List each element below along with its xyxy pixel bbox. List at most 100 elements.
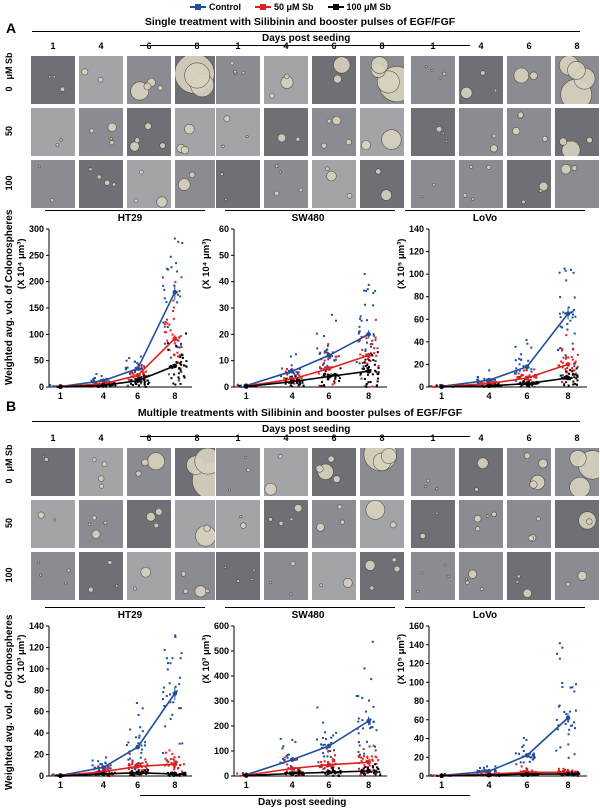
scatter-point [375, 762, 378, 765]
scatter-point [295, 378, 298, 381]
scatter-point [556, 652, 558, 655]
scatter-point [338, 380, 341, 383]
scatter-point [333, 760, 336, 763]
scatter-point [283, 759, 286, 762]
scatter-point [176, 270, 179, 273]
scatter-point [573, 690, 576, 693]
scatter-point [99, 763, 102, 766]
mean-point [565, 362, 571, 367]
scatter-point [49, 384, 52, 387]
scatter-point [163, 297, 166, 300]
scatter-point [516, 376, 519, 378]
scatter-point [564, 312, 567, 315]
scatter-point [535, 374, 538, 377]
scatter-point [526, 342, 529, 345]
scatter-point [177, 355, 179, 358]
scatter-point [141, 730, 144, 733]
day-header: 6 [331, 433, 337, 443]
scatter-point [332, 768, 334, 771]
x-tick-label: 8 [172, 391, 177, 401]
day-header: 1 [50, 41, 56, 51]
scatter-point [169, 329, 172, 332]
micrograph-cell [359, 447, 405, 497]
scatter-point [565, 375, 568, 378]
scatter-point [565, 370, 568, 373]
panel-b-bottom-label: Days post seeding [258, 797, 347, 808]
mean-point [366, 332, 371, 337]
y-tick-label: 100 [29, 329, 44, 339]
scatter-point [138, 384, 140, 387]
micrograph-cell [215, 107, 261, 157]
scatter-point [182, 763, 185, 766]
scatter-point [370, 755, 373, 758]
chart-b-ht29-rule [45, 607, 205, 608]
scatter-point [519, 770, 522, 773]
scatter-point [168, 365, 171, 368]
series-line [245, 720, 370, 776]
scatter-point [111, 773, 114, 776]
scatter-point [322, 721, 325, 724]
scatter-point [576, 773, 579, 775]
scatter-point [573, 770, 576, 773]
scatter-point [327, 761, 329, 764]
scatter-point [178, 676, 181, 679]
scatter-point [568, 728, 571, 731]
scatter-point [528, 760, 531, 763]
legend-item: 50 μM Sb [255, 2, 314, 12]
scatter-point [376, 347, 379, 350]
scatter-point [331, 757, 334, 760]
scatter-point [168, 774, 171, 777]
scatter-point [566, 328, 569, 331]
scatter-point [375, 370, 378, 373]
mean-point [243, 384, 249, 389]
scatter-point [565, 381, 568, 384]
legend-label: Control [209, 2, 241, 12]
scatter-point [371, 353, 373, 356]
scatter-point [570, 771, 573, 774]
scatter-point [302, 773, 305, 776]
chart-b-sw480-label: SW480 [291, 610, 325, 621]
panel-b-title: Multiple treatments with Silibinin and b… [137, 407, 463, 419]
micrograph-cell [506, 499, 552, 549]
scatter-point [236, 383, 239, 386]
scatter-point [284, 774, 287, 777]
scatter-point [139, 756, 142, 759]
series-line [246, 354, 369, 387]
scatter-point [337, 774, 340, 777]
legend-swatch [255, 4, 271, 10]
mean-point [565, 771, 571, 777]
scatter-point [530, 383, 533, 386]
scatter-point [522, 750, 525, 752]
scatter-point [141, 367, 143, 370]
scatter-point [285, 378, 287, 381]
scatter-point [319, 351, 322, 354]
scatter-point [162, 321, 165, 324]
scatter-point [56, 774, 59, 777]
y-tick-label: 60 [219, 225, 229, 234]
scatter-point [363, 773, 366, 776]
scatter-point [134, 772, 137, 775]
scatter-point [376, 380, 379, 383]
scatter-point [373, 363, 376, 366]
scatter-point [374, 773, 377, 776]
scatter-point [93, 376, 96, 379]
scatter-point [522, 774, 525, 777]
day-header: 4 [98, 41, 104, 51]
scatter-point [54, 774, 57, 777]
scatter-point [131, 763, 134, 766]
scatter-point [128, 372, 131, 375]
scatter-point [173, 759, 176, 762]
scatter-point [136, 362, 139, 365]
scatter-point [483, 769, 486, 772]
x-tick-label: 6 [135, 780, 140, 790]
scatter-point [525, 739, 528, 741]
scatter-point [518, 357, 521, 360]
scatter-point [128, 753, 131, 755]
scatter-point [185, 332, 187, 335]
scatter-point [373, 770, 376, 773]
series-line [441, 377, 569, 388]
scatter-point [177, 766, 180, 769]
scatter-point [169, 701, 172, 704]
scatter-point [337, 355, 340, 358]
y-tick-label: 80 [414, 292, 424, 302]
